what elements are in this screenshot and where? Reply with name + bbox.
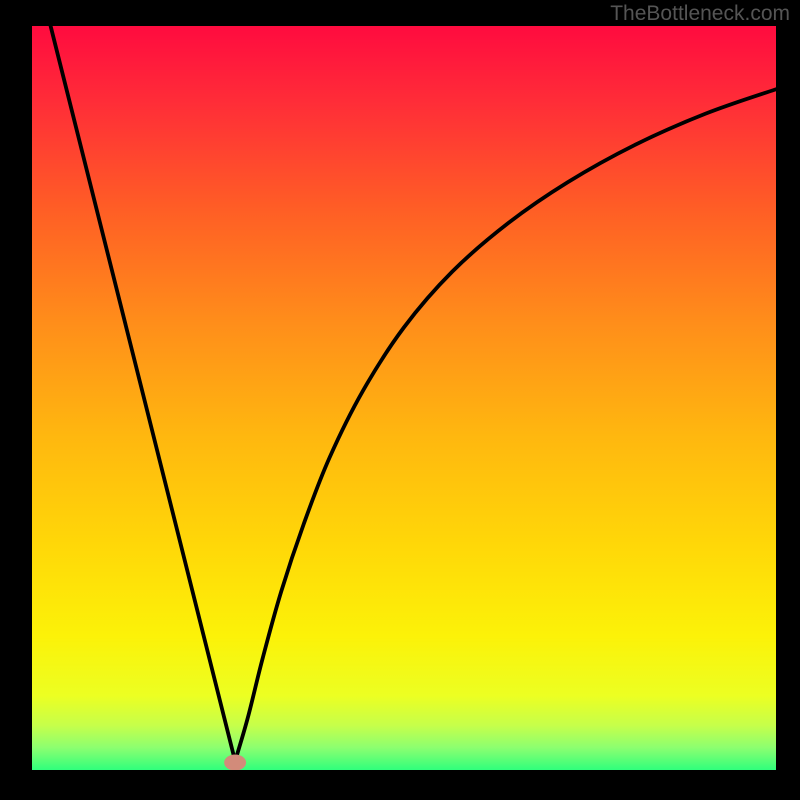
chart-svg (0, 0, 800, 800)
watermark-text: TheBottleneck.com (610, 2, 790, 26)
bottleneck-chart: TheBottleneck.com (0, 0, 800, 800)
minimum-marker (224, 755, 246, 771)
